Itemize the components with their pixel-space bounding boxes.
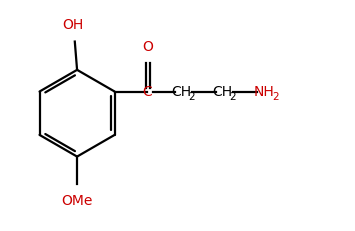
Text: C: C — [143, 85, 152, 99]
Text: 2: 2 — [189, 92, 195, 102]
Text: O: O — [142, 40, 153, 54]
Text: CH: CH — [212, 85, 232, 99]
Text: 2: 2 — [272, 92, 279, 102]
Text: OMe: OMe — [61, 194, 93, 208]
Text: NH: NH — [253, 85, 274, 99]
Text: 2: 2 — [230, 92, 236, 102]
Text: OH: OH — [62, 18, 83, 31]
Text: CH: CH — [171, 85, 191, 99]
